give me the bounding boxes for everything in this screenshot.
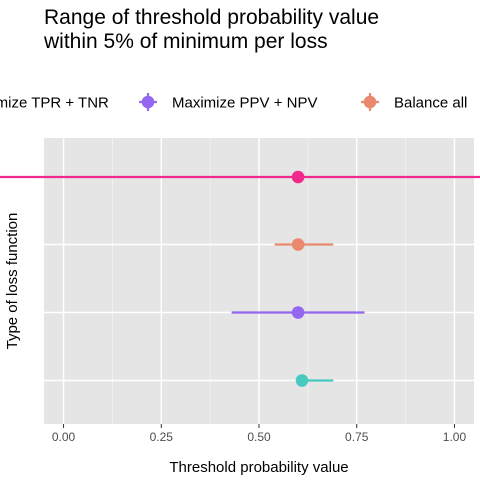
chart-title-line-1: Range of threshold probability value: [44, 6, 379, 29]
x-tick-label: 0.25: [150, 430, 174, 444]
x-axis-title: Threshold probability value: [169, 459, 348, 476]
y-axis-title: Type of loss function: [4, 213, 21, 350]
data-marks: [0, 170, 480, 387]
chart-title-line-2: within 5% of minimum per loss: [43, 30, 328, 53]
legend-label: Maximize PPV + NPV: [172, 95, 317, 112]
point-3: [291, 238, 305, 251]
plot-panel: [0, 138, 480, 424]
x-tick-label: 1.00: [443, 430, 467, 444]
x-axis-ticks: 0.00 0.25 0.50 0.75 1.00: [52, 424, 467, 444]
legend: Maximize TPR + TNR Maximize PPV + NPV Bala…: [0, 93, 467, 112]
point-2: [291, 306, 305, 319]
legend-label: Maximize TPR + TNR: [0, 95, 109, 112]
point-4: [291, 170, 305, 184]
x-tick-label: 0.50: [247, 430, 271, 444]
legend-key-point: [141, 95, 155, 109]
legend-label: Balance all: [394, 95, 467, 112]
point-1: [295, 374, 309, 387]
x-tick-label: 0.75: [345, 430, 369, 444]
x-tick-label: 0.00: [52, 430, 76, 444]
legend-key-point: [363, 95, 377, 109]
